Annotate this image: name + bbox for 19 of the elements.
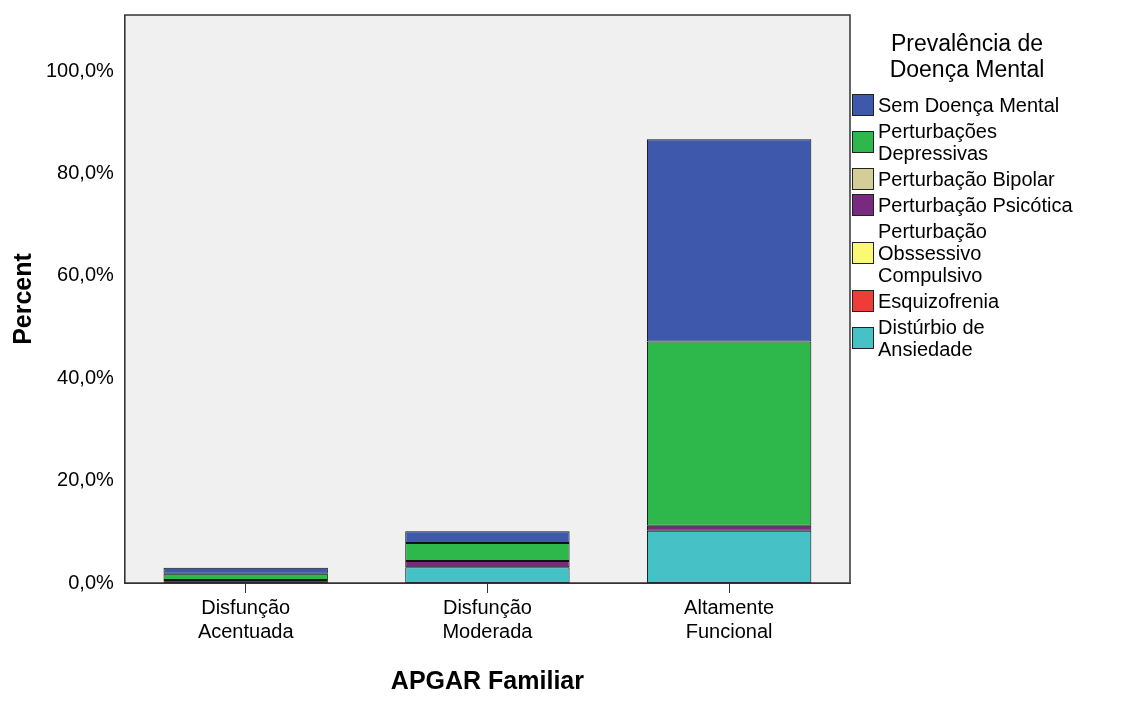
y-axis-title: Percent [7, 252, 36, 345]
y-tick-label: 80,0% [57, 161, 115, 184]
y-tick-label: 20,0% [57, 468, 115, 491]
y-tick-label: 60,0% [57, 263, 115, 286]
x-axis-title: APGAR Familiar [390, 665, 585, 694]
x-tick-label: Disfunção Moderada [442, 595, 534, 642]
legend-label: Perturbação Psicótica [878, 194, 1074, 216]
legend-title: Prevalência de Doença Mental [888, 30, 1046, 82]
x-tick-label: Disfunção Acentuada [197, 595, 295, 642]
x-tick-label: Altamente Funcional [684, 595, 775, 642]
legend-label: Perturbação Obssessivo Compulsivo [878, 220, 988, 286]
y-tick-label: 100,0% [45, 58, 115, 81]
legend-label: Esquizofrenia [878, 290, 1001, 312]
legend-label: Perturbações Depressivas [878, 120, 998, 164]
y-tick-label: 0,0% [68, 570, 115, 593]
legend-label: Distúrbio de Ansiedade [878, 316, 986, 360]
y-tick-label: 40,0% [57, 365, 115, 388]
legend-label: Perturbação Bipolar [878, 168, 1056, 190]
legend-label: Sem Doença Mental [878, 94, 1061, 116]
